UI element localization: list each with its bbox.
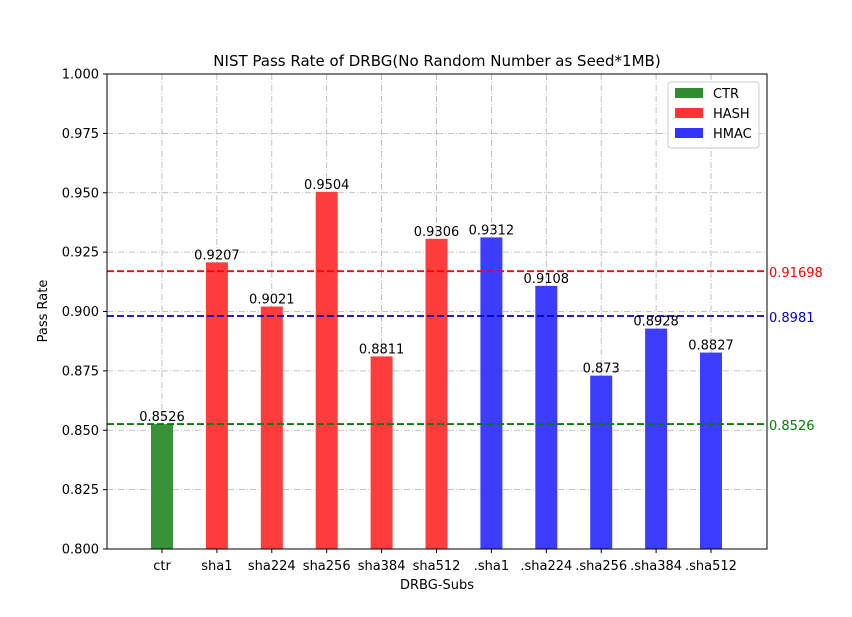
data-label: 0.9306 bbox=[414, 225, 460, 240]
legend-label-hash: HASH bbox=[713, 107, 750, 122]
bar-hash-sha256 bbox=[315, 191, 338, 550]
x-tick-label: sha512 bbox=[413, 559, 461, 574]
data-labels-layer: 0.8526 0.9207 0.9021 0.9504 0.8811 0.9306 0.93… bbox=[139, 178, 734, 425]
legend-swatch-ctr bbox=[675, 88, 703, 98]
data-label: 0.8928 bbox=[633, 315, 679, 330]
bar-hmac-hmac-sha1 bbox=[480, 237, 503, 549]
y-tick-label: 0.925 bbox=[62, 246, 99, 261]
data-label: 0.9312 bbox=[469, 223, 515, 238]
reference-line-label-ctr: 0.8526 bbox=[769, 419, 815, 434]
reference-lines-layer: 0.91698 0.8981 0.8526 bbox=[107, 266, 823, 434]
x-tick-label: .sha512 bbox=[685, 559, 737, 574]
x-tick-label: .sha1 bbox=[474, 559, 509, 574]
data-label: 0.9021 bbox=[249, 293, 295, 308]
x-tick-label: sha1 bbox=[201, 559, 232, 574]
data-label: 0.8811 bbox=[359, 342, 405, 357]
y-tick-label: 0.875 bbox=[62, 364, 99, 379]
data-label: 0.8827 bbox=[688, 339, 734, 354]
legend: CTR HASH HMAC bbox=[667, 81, 760, 149]
chart-title: NIST Pass Rate of DRBG(No Random Number … bbox=[213, 52, 660, 70]
data-label: 0.9504 bbox=[304, 178, 350, 193]
x-tick-label: .sha384 bbox=[630, 559, 682, 574]
y-axis: 0.800 0.825 0.850 0.875 0.900 0.925 0.950 0.975… bbox=[62, 68, 107, 558]
x-axis-title: DRBG-Subs bbox=[400, 578, 474, 593]
y-tick-label: 0.850 bbox=[62, 424, 99, 439]
bar-hmac-hmac-sha256 bbox=[590, 375, 613, 549]
bar-hash-sha512 bbox=[425, 238, 448, 549]
bar-ctr-ctr bbox=[151, 424, 173, 549]
reference-line-label-hmac: 0.8981 bbox=[769, 311, 815, 326]
x-tick-label: sha384 bbox=[358, 559, 406, 574]
data-label: 0.873 bbox=[583, 362, 620, 377]
x-axis: ctr sha1 sha224 sha256 sha384 sha512 .sha1 .sha… bbox=[153, 549, 737, 574]
y-tick-label: 0.975 bbox=[62, 127, 99, 142]
x-tick-label: sha224 bbox=[248, 559, 296, 574]
data-label: 0.8526 bbox=[139, 410, 185, 425]
bar-hash-sha224 bbox=[260, 306, 283, 549]
reference-line-label-hash: 0.91698 bbox=[769, 266, 823, 281]
x-tick-label: ctr bbox=[153, 559, 171, 574]
x-tick-label: .sha224 bbox=[520, 559, 572, 574]
y-tick-label: 0.900 bbox=[62, 305, 99, 320]
legend-swatch-hmac bbox=[675, 128, 703, 138]
legend-swatch-hash bbox=[675, 108, 703, 118]
x-tick-label: sha256 bbox=[303, 559, 351, 574]
y-tick-label: 0.800 bbox=[62, 543, 99, 558]
x-tick-label: .sha256 bbox=[575, 559, 627, 574]
y-axis-title: Pass Rate bbox=[36, 280, 51, 343]
bars-layer bbox=[151, 191, 722, 550]
bar-hmac-hmac-sha512 bbox=[700, 352, 722, 549]
bar-hmac-hmac-sha224 bbox=[535, 285, 558, 549]
bar-hmac-hmac-sha384 bbox=[645, 328, 668, 549]
data-label: 0.9108 bbox=[524, 272, 570, 287]
bar-hash-sha384 bbox=[370, 356, 393, 549]
legend-label-hmac: HMAC bbox=[713, 127, 752, 142]
y-tick-label: 0.825 bbox=[62, 483, 99, 498]
bar-hash-sha1 bbox=[205, 262, 228, 549]
y-tick-label: 0.950 bbox=[62, 186, 99, 201]
legend-label-ctr: CTR bbox=[713, 87, 739, 102]
y-tick-label: 1.000 bbox=[62, 68, 99, 83]
data-label: 0.9207 bbox=[194, 248, 240, 263]
